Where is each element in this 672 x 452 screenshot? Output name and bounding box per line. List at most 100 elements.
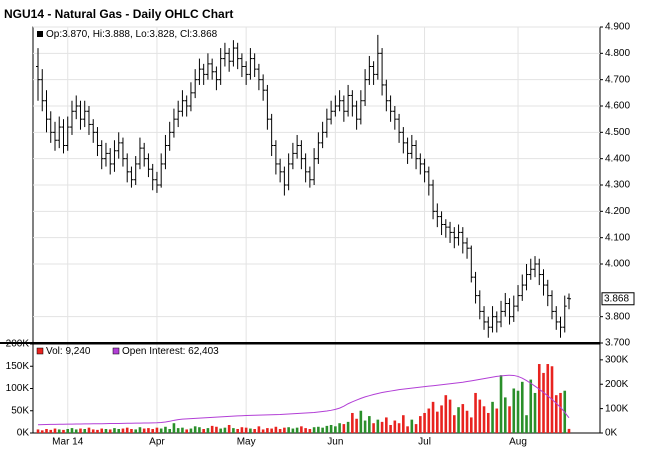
volume-bar [164,426,167,433]
volume-bar [419,416,422,433]
volume-bar [427,408,431,433]
open-interest-line [37,374,570,426]
y-tick-label: 100K [6,383,30,394]
y-tick-label: 4.800 [605,48,630,59]
volume-bar [121,428,125,433]
volume-bar [49,429,53,433]
volume-bar [554,395,558,433]
volume-bar [232,428,235,433]
volume-bar [130,428,133,433]
volume-bar [503,397,507,433]
volume-bar [100,428,104,433]
volume-bar [62,429,65,433]
volume-bar [525,415,528,433]
volume-bar [147,428,150,433]
volume-bar [512,388,516,433]
y2-tick-label: 0K [605,428,618,439]
volume-bar [325,425,329,433]
volume-bar [172,423,176,433]
volume-bar [66,428,70,433]
legend-swatch [112,347,120,355]
volume-bar [79,428,82,433]
volume-bar [70,428,74,433]
volume-bar [193,426,197,433]
chart-title: NGU14 - Natural Gas - Daily OHLC Chart [4,7,233,21]
last-price-box [601,292,635,306]
volume-bar [542,372,545,433]
volume-bar [185,429,188,433]
volume-bar [559,392,562,433]
volume-bar [257,426,261,433]
volume-bar [440,405,443,433]
volume-bar [431,401,435,433]
volume-bar [244,427,248,433]
y2-tick-label: 100K [605,403,629,414]
volume-bar [74,429,78,433]
volume-bar [567,428,571,433]
volume-bar [372,423,375,433]
volume-bar [113,428,116,433]
volume-bar [436,411,439,433]
volume-bar [351,412,354,433]
volume-bar [87,427,91,433]
volume-bar [151,428,154,433]
y2-tick-label: 300K [605,354,629,365]
volume-bar [210,425,214,433]
volume-bar [474,392,477,433]
y-tick-label: 4.000 [605,259,630,270]
y2-tick-label: 200K [605,379,629,390]
volume-bar [261,429,265,433]
volume-bar [274,426,278,433]
volume-bar [83,428,87,433]
volume-bar [491,401,494,433]
legend-swatch [36,347,44,355]
y-tick-label: 4.300 [605,180,630,191]
volume-bar [520,381,524,433]
y-tick-label: 4.700 [605,74,630,85]
volume-bar [482,406,486,433]
volume-bar [198,427,201,433]
y-tick-label: 3.800 [605,311,630,322]
volume-bar [516,390,520,433]
volume-bar [181,427,184,433]
y-tick-label: 4.900 [605,22,630,33]
volume-bar [117,428,121,433]
volume-bar [134,429,138,433]
y-tick-label: 4.500 [605,127,630,138]
volume-bar [393,420,397,433]
volume-bar [338,423,341,433]
volume-bar [397,423,401,433]
volume-bar [448,399,452,433]
volume-bar [308,428,312,433]
volume-bar [300,426,303,433]
volume-bar [223,427,227,433]
volume-bar [45,428,48,433]
x-tick-label: Jul [418,437,431,448]
y-tick-label: 4.400 [605,153,630,164]
volume-bar [142,428,146,433]
volume-bar [40,430,44,433]
volume-bar [495,408,499,433]
volume-bar [312,427,316,433]
volume-bar [227,424,231,433]
x-tick-label: Apr [149,437,165,448]
volume-bar [270,428,273,433]
volume-bar [240,427,244,433]
volume-bar [219,428,222,433]
volume-bar [155,427,159,433]
volume-bar [508,406,511,433]
volume-bar [546,364,550,433]
y-tick-label: 4.600 [605,101,630,112]
y-tick-label: 4.200 [605,206,630,217]
volume-bar [253,428,256,433]
volume-bar [453,415,456,433]
volume-bar [346,421,350,433]
volume-bar [206,428,210,433]
x-tick-label: Aug [509,437,527,448]
volume-bar [236,428,239,433]
legend-text: Vol: 9,240 [46,346,91,357]
volume-bar [91,429,95,433]
volume-bar [317,426,320,433]
legend-text: Op:3.870, Hi:3.888, Lo:3.828, Cl:3.868 [46,29,218,40]
volume-bar [304,428,307,433]
